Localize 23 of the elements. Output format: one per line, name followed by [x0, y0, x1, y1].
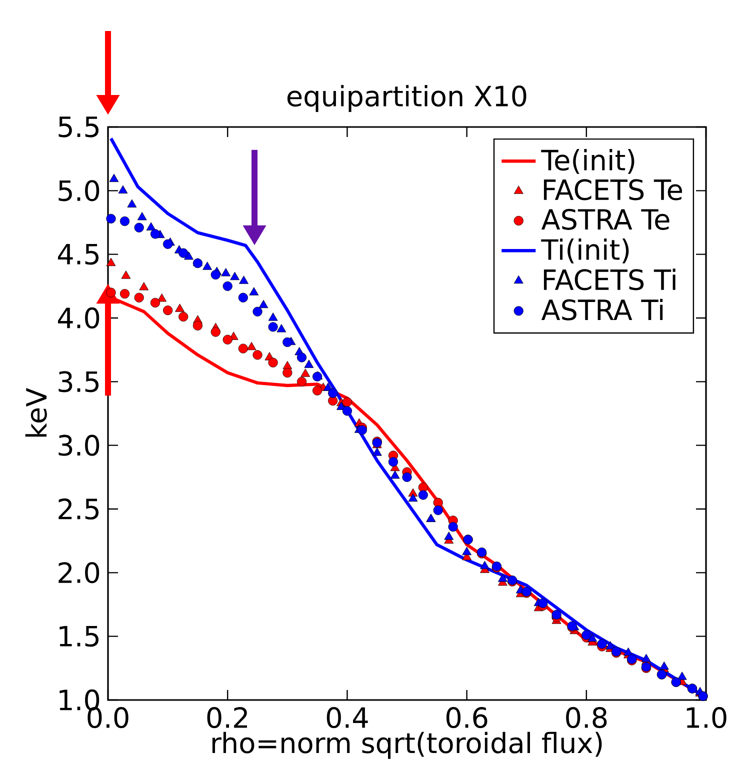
y-tick-label: 4.5	[58, 244, 99, 265]
x-tick-label: 0.8	[566, 707, 607, 728]
legend-label: ASTRA Ti	[541, 298, 663, 320]
y-tick-label: 3.0	[58, 434, 100, 456]
legend-label: Ti(init)	[541, 238, 629, 264]
y-tick-label: 3.5	[58, 371, 99, 392]
legend-label: FACETS Ti	[544, 268, 676, 290]
legend-label: Te(init)	[541, 149, 634, 174]
y-axis-title: keV	[25, 388, 47, 437]
chart-title: equipartition X10	[287, 85, 526, 112]
y-tick-label: 2.5	[58, 498, 99, 520]
y-tick-label: 1.5	[60, 626, 99, 647]
x-tick-label: 0.4	[326, 707, 368, 728]
x-axis-title: rho=norm sqrt(toroidal flux)	[212, 732, 602, 759]
y-tick-label: 5.5	[58, 116, 99, 138]
y-tick-label: 4.0	[58, 307, 100, 329]
x-tick-label: 0.2	[207, 707, 248, 728]
x-tick-label: 0.6	[446, 707, 488, 728]
x-tick-label: 1.0	[686, 707, 726, 728]
y-tick-label: 5.0	[58, 180, 100, 202]
y-tick-label: 2.0	[58, 562, 100, 584]
legend-label: ASTRA Te	[541, 208, 670, 230]
legend-label: FACETS Te	[544, 179, 682, 200]
